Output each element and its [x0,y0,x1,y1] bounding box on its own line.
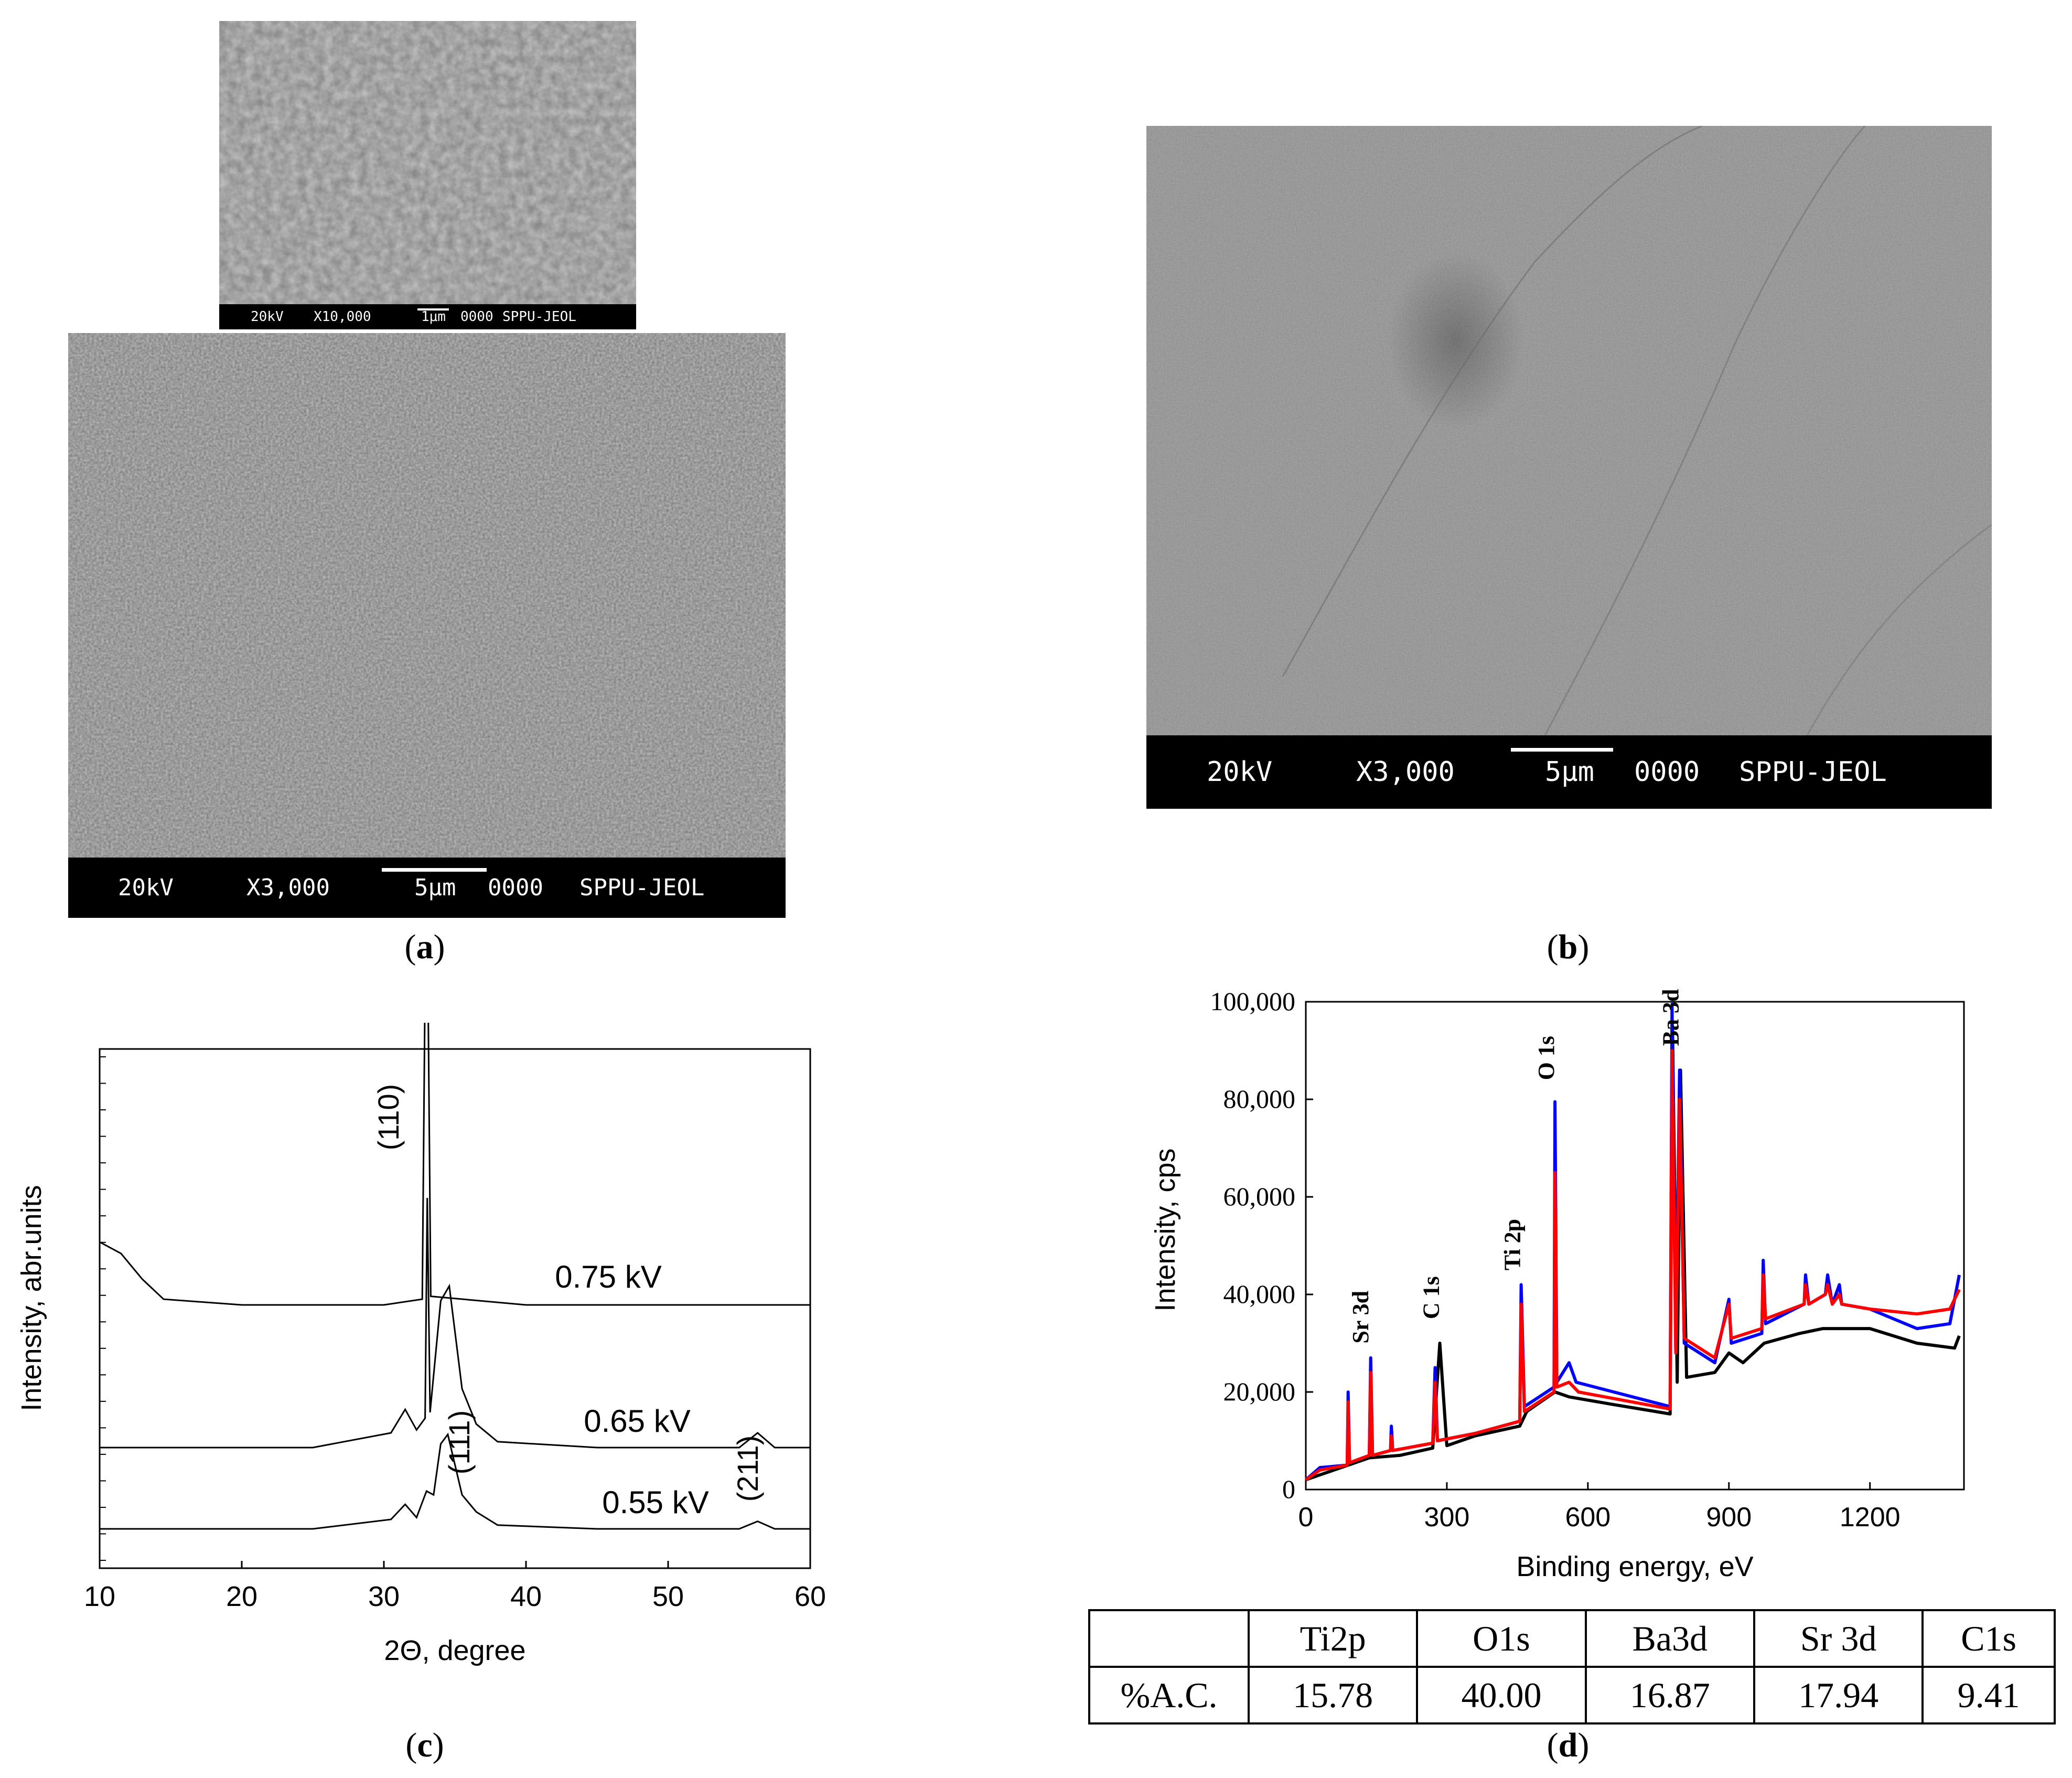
sem-info-bar: 20kV X3,000 5μm 0000 SPPU-JEOL [68,858,786,918]
sem-magnification: X10,000 [314,309,371,325]
series-label: 0.65 kV [584,1404,690,1439]
table-cell: 15.78 [1247,1666,1419,1725]
peak-label: (211) [731,1436,764,1502]
table-cell: 9.41 [1921,1666,2056,1725]
x-tick-label: 900 [1706,1502,1752,1533]
x-tick-label: 600 [1565,1502,1611,1533]
sem-kv: 20kV [1207,756,1273,788]
sem-info-bar: 20kV X10,000 1μm 0000 SPPU-JEOL [219,304,636,329]
sem-image-a-inset: 20kV X10,000 1μm 0000 SPPU-JEOL [219,21,636,329]
plot-frame [1305,1001,1965,1491]
sem-texture [68,333,786,858]
sem-magnification: X3,000 [1356,756,1455,788]
peak-annotation: C 1s [1418,1276,1444,1319]
panel-label-a: (a) [404,928,445,966]
table-header-row: Ti2p O1s Ba3d Sr 3d C1s [1088,1609,2056,1668]
table-cell: O1s [1416,1609,1587,1668]
sem-id: 0000 [488,874,543,901]
xrd-chart: 10 20 30 40 50 60 2Θ, degree Intensity, abr.uni… [16,1023,826,1666]
sem-magnification: X3,000 [246,874,330,901]
y-axis-label: Intensity, cps [1150,1148,1181,1311]
x-tick-label: 300 [1424,1502,1470,1533]
xps-chart: 0 300 600 900 1200 0 20,000 40,000 60,000 80,000 1… [1150,987,1965,1582]
xrd-series-line [100,1432,810,1530]
xrd-series-line [100,1197,810,1449]
table-row: %A.C. 15.78 40.00 16.87 17.94 9.41 [1088,1666,2056,1725]
x-tick-label: 60 [795,1581,826,1612]
x-tick-label: 40 [510,1581,542,1612]
table-cell: Ba3d [1584,1609,1755,1668]
panel-label-c: (c) [405,1726,444,1764]
table-cell: %A.C. [1088,1666,1250,1725]
sem-lab: SPPU-JEOL [502,309,576,325]
x-tick-label: 10 [84,1581,115,1612]
scale-bar [382,868,487,872]
sem-lab: SPPU-JEOL [579,874,705,901]
y-tick-label: 80,000 [1223,1084,1296,1113]
sem-kv: 20kV [251,309,284,325]
y-axis-label: Intensity, abr.units [16,1185,47,1411]
sem-info-bar: 20kV X3,000 5μm 0000 SPPU-JEOL [1146,735,1992,809]
sem-scale: 1μm [421,309,446,325]
sem-scale: 5μm [1545,756,1594,788]
table-cell: 40.00 [1416,1666,1587,1725]
x-tick-label: 1200 [1840,1502,1901,1533]
series-label: 0.55 kV [602,1485,708,1520]
y-tick-label: 60,000 [1223,1182,1296,1211]
scale-bar [417,308,449,310]
x-tick-label: 20 [226,1581,257,1612]
x-axis-label: 2Θ, degree [384,1635,525,1666]
x-tick-label: 50 [652,1581,684,1612]
peak-annotation: O 1s [1533,1036,1559,1080]
scale-bar [1511,748,1613,752]
sem-image-b: 20kV X3,000 5μm 0000 SPPU-JEOL [1146,126,1992,809]
sem-texture [219,21,636,304]
table-cell: Sr 3d [1753,1609,1924,1668]
sem-id: 0000 [1634,756,1700,788]
sem-texture [1146,126,1992,735]
peak-annotation: Ti 2p [1500,1219,1526,1270]
sem-lab: SPPU-JEOL [1739,756,1887,788]
peak-label: (111) [443,1410,476,1474]
xrd-series-line [99,1023,810,1306]
atomic-concentration-table: Ti2p O1s Ba3d Sr 3d C1s %A.C. 15.78 40.0… [1088,1609,2056,1725]
y-tick-label: 40,000 [1223,1279,1296,1309]
table-cell: Ti2p [1247,1609,1419,1668]
sem-scale: 5μm [414,874,456,901]
peak-annotation: Ba 3d [1658,989,1684,1046]
panel-label-b: (b) [1547,928,1590,966]
x-tick-label: 30 [368,1581,400,1612]
sem-kv: 20kV [118,874,174,901]
table-cell: C1s [1921,1609,2056,1668]
x-tick-label: 0 [1298,1502,1314,1533]
panel-label-d: (d) [1547,1726,1590,1764]
table-cell [1088,1609,1250,1668]
y-tick-label: 0 [1282,1474,1295,1504]
series-label: 0.75 kV [555,1259,661,1294]
sem-image-a-main: 20kV X3,000 5μm 0000 SPPU-JEOL [68,333,786,918]
peak-label: (110) [372,1084,405,1151]
sem-id: 0000 [460,309,493,325]
y-tick-label: 20,000 [1223,1377,1296,1406]
table-cell: 17.94 [1753,1666,1924,1725]
xps-series-line [1305,1024,1961,1482]
peak-annotation: Sr 3d [1348,1291,1373,1344]
xps-series-line [1305,1049,1961,1481]
plot-frame [99,1048,811,1569]
x-axis-label: Binding energy, eV [1516,1551,1753,1582]
y-tick-label: 100,000 [1210,987,1296,1016]
table-cell: 16.87 [1584,1666,1755,1725]
